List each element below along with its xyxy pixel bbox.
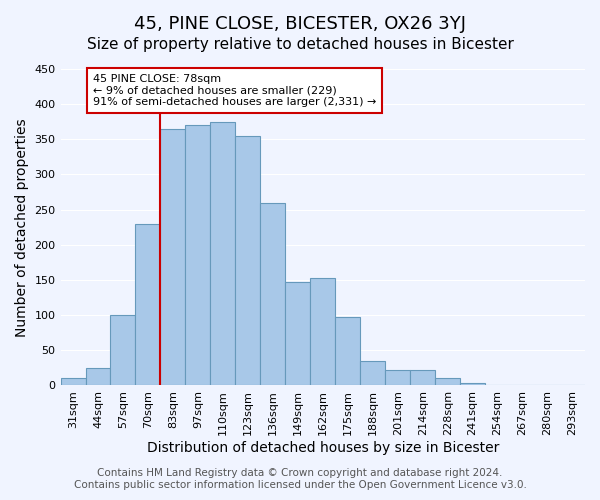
Bar	[260, 202, 286, 386]
X-axis label: Distribution of detached houses by size in Bicester: Distribution of detached houses by size …	[146, 441, 499, 455]
Bar	[410, 370, 435, 386]
Bar	[86, 368, 110, 386]
Bar	[235, 136, 260, 386]
Bar	[560, 385, 585, 386]
Bar	[360, 361, 385, 386]
Text: Size of property relative to detached houses in Bicester: Size of property relative to detached ho…	[86, 38, 514, 52]
Bar	[510, 385, 535, 386]
Bar	[460, 384, 485, 386]
Bar	[286, 282, 310, 386]
Bar	[385, 370, 410, 386]
Text: 45 PINE CLOSE: 78sqm
← 9% of detached houses are smaller (229)
91% of semi-detac: 45 PINE CLOSE: 78sqm ← 9% of detached ho…	[93, 74, 376, 107]
Bar	[485, 385, 510, 386]
Bar	[335, 317, 360, 386]
Bar	[110, 315, 136, 386]
Bar	[160, 129, 185, 386]
Bar	[185, 126, 211, 386]
Text: 45, PINE CLOSE, BICESTER, OX26 3YJ: 45, PINE CLOSE, BICESTER, OX26 3YJ	[134, 15, 466, 33]
Bar	[310, 278, 335, 386]
Bar	[136, 224, 160, 386]
Bar	[211, 122, 235, 386]
Bar	[435, 378, 460, 386]
Text: Contains HM Land Registry data © Crown copyright and database right 2024.
Contai: Contains HM Land Registry data © Crown c…	[74, 468, 526, 490]
Y-axis label: Number of detached properties: Number of detached properties	[15, 118, 29, 336]
Bar	[61, 378, 86, 386]
